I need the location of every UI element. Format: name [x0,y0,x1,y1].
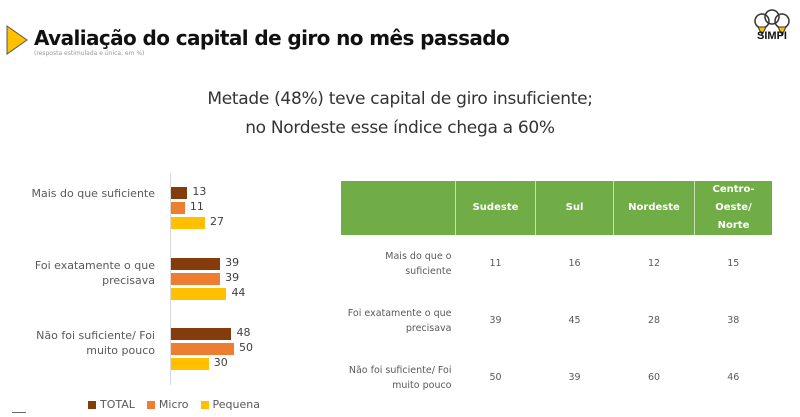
data-label: 39 [225,271,240,284]
headline-line-2: no Nordeste esse índice chega a 60% [245,118,555,138]
bar [171,273,221,285]
bar [171,202,185,214]
table-cell: 46 [727,372,740,383]
legend-item: TOTAL [88,398,135,411]
legend-label: Pequena [212,398,260,411]
arrow-bullet-icon [6,25,28,55]
legend-swatch [88,400,96,409]
data-label: 48 [236,326,251,339]
legend-swatch [146,400,155,409]
data-label: 50 [239,341,253,354]
data-label: 30 [213,356,228,369]
table-cell: 16 [568,258,581,269]
bar [171,217,206,229]
simpi-logo [754,9,790,37]
bar [171,328,232,340]
bar [171,187,188,199]
divider [12,412,26,413]
data-label: 13 [192,185,207,198]
page-title: Avaliação do capital de giro no mês pass… [34,26,510,50]
legend-label: TOTAL [100,398,135,411]
region-table: Sudeste Sul Nordeste Centro-Oeste/ Norte… [341,181,772,406]
headline-line-1: Metade (48%) teve capital de giro insufi… [207,89,593,109]
column-header: Sudeste [455,181,536,235]
data-label: 27 [210,215,225,228]
bar [171,258,221,270]
category-label: Foi exatamente o que precisava [34,259,155,287]
table-cell: 15 [727,258,740,269]
table-cell: 39 [489,315,502,326]
logo-text: SIMPI [757,30,787,42]
table-cell: 45 [568,315,581,326]
category-axis [170,173,171,385]
table-cell: 50 [489,372,502,383]
page-subtitle: (resposta estimulada e única, em %) [34,50,145,57]
table-cell: 60 [647,372,661,383]
bar [171,358,209,370]
table-cell: 12 [647,258,661,269]
data-label: 11 [189,200,204,213]
table-row: Não foi suficiente/ Foi muito pouco 50 3… [341,349,772,406]
category-label: Mais do que suficiente [31,187,156,200]
bar [171,343,234,355]
column-header: Centro-Oeste/ Norte [694,181,772,235]
column-header: Nordeste [613,181,695,235]
legend: TOTAL Micro Pequena [88,398,260,411]
row-label: Não foi suficiente/ Foi muito pouco [348,364,452,391]
column-header: Sul [535,181,614,235]
category-label: Não foi suficiente/ Foi muito pouco [36,329,155,357]
table-row: Foi exatamente o que precisava 39 45 28 … [341,292,772,349]
bar [171,288,227,300]
legend-item: Pequena [200,398,260,411]
headline: Metade (48%) teve capital de giro insufi… [0,85,800,143]
data-label: 44 [231,286,246,299]
table-cell: 38 [727,315,740,326]
legend-item: Micro [146,398,189,411]
table-cell: 11 [489,258,502,269]
table-cell: 28 [647,315,661,326]
row-label: Foi exatamente o que precisava [347,307,452,334]
table-row: Mais do que o suficiente 11 16 12 15 [341,235,772,292]
row-label: Mais do que o suficiente [385,250,452,277]
data-label: 39 [225,256,240,269]
column-header [341,181,456,235]
legend-swatch [200,400,209,409]
legend-label: Micro [158,398,189,411]
table-cell: 39 [568,372,581,383]
